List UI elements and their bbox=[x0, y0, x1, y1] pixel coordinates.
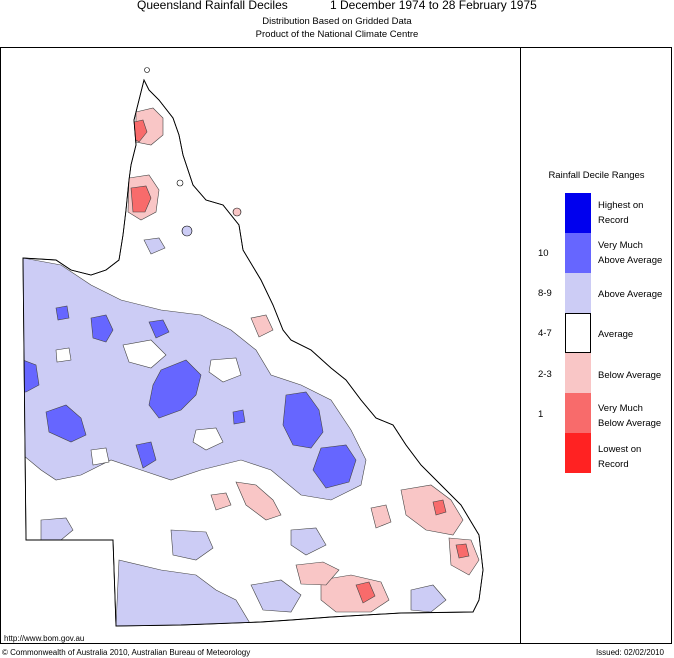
very-much-above-average-region bbox=[135, 441, 157, 469]
above-average-region bbox=[143, 237, 166, 255]
legend-label-highest: Highest on Record bbox=[598, 200, 644, 226]
below-average-region bbox=[210, 492, 232, 511]
island-marker bbox=[144, 67, 150, 73]
legend-swatch-very-much-above bbox=[565, 233, 591, 273]
legend-range-2-3: 2-3 bbox=[538, 369, 552, 380]
island-marker bbox=[181, 225, 193, 237]
legend-swatch-below bbox=[565, 353, 591, 393]
legend-range-1: 1 bbox=[538, 409, 544, 420]
copyright-notice: © Commonwealth of Australia 2010, Austra… bbox=[2, 648, 251, 657]
legend-swatch-above bbox=[565, 273, 591, 313]
legend-label-very-much-above: Very Much Above Average bbox=[598, 240, 663, 266]
map-frame bbox=[0, 47, 672, 644]
source-url[interactable]: http://www.bom.gov.au bbox=[4, 634, 85, 643]
legend-label-very-much-below: Very Much Below Average bbox=[598, 403, 662, 429]
very-much-above-average-region bbox=[312, 444, 357, 489]
legend-label-above: Above Average bbox=[598, 289, 663, 300]
legend-label-average: Average bbox=[598, 329, 634, 340]
above-average-region bbox=[290, 527, 327, 556]
very-much-above-average-region bbox=[232, 409, 246, 425]
legend-range-8-9: 8-9 bbox=[538, 288, 552, 299]
legend-label-lowest: Lowest on Record bbox=[598, 444, 642, 470]
map-product-line: Product of the National Climate Centre bbox=[255, 29, 419, 40]
legend-swatch-very-much-below bbox=[565, 393, 591, 433]
legend-swatch-average bbox=[565, 313, 591, 353]
average-region bbox=[208, 357, 242, 383]
legend-range-10: 10 bbox=[538, 248, 549, 259]
queensland-map bbox=[22, 67, 484, 627]
very-much-below-average-region bbox=[432, 499, 447, 516]
below-average-region bbox=[235, 481, 282, 521]
above-average-region bbox=[40, 517, 74, 541]
below-average-region bbox=[400, 484, 464, 536]
very-much-above-average-region bbox=[148, 359, 202, 419]
legend-swatch-lowest bbox=[565, 433, 591, 473]
average-region bbox=[192, 427, 224, 451]
map-title: Queensland Rainfall Deciles bbox=[137, 0, 288, 12]
very-much-below-average-region bbox=[455, 543, 470, 559]
queensland-boundary bbox=[22, 78, 484, 627]
very-much-below-average-region bbox=[355, 581, 376, 604]
very-much-above-average-region bbox=[55, 305, 70, 321]
very-much-above-average-region bbox=[282, 391, 324, 449]
below-average-region bbox=[295, 561, 340, 586]
legend-swatch-highest bbox=[565, 193, 591, 233]
map-subtitle: Distribution Based on Gridded Data bbox=[262, 16, 412, 27]
above-average-region bbox=[250, 579, 302, 613]
very-much-above-average-region bbox=[148, 319, 170, 339]
legend-title: Rainfall Decile Ranges bbox=[548, 170, 645, 181]
average-region bbox=[90, 447, 110, 466]
legend-divider bbox=[520, 47, 521, 644]
very-much-below-average-region bbox=[130, 185, 152, 213]
very-much-above-average-region bbox=[45, 404, 87, 443]
very-much-above-average-region bbox=[23, 359, 40, 393]
island-marker bbox=[232, 207, 242, 217]
above-average-region bbox=[410, 584, 447, 613]
very-much-above-average-region bbox=[90, 314, 114, 343]
below-average-region bbox=[320, 574, 390, 613]
above-average-region bbox=[170, 529, 214, 561]
legend-range-4-7: 4-7 bbox=[538, 328, 552, 339]
average-region bbox=[55, 347, 72, 363]
below-average-region bbox=[250, 314, 274, 338]
map-date-range: 1 December 1974 to 28 February 1975 bbox=[330, 0, 537, 12]
issued-date: Issued: 02/02/2010 bbox=[595, 648, 664, 657]
below-average-region bbox=[370, 504, 392, 529]
legend-label-below: Below Average bbox=[598, 370, 662, 381]
average-region bbox=[122, 339, 167, 369]
island-marker bbox=[176, 179, 184, 187]
